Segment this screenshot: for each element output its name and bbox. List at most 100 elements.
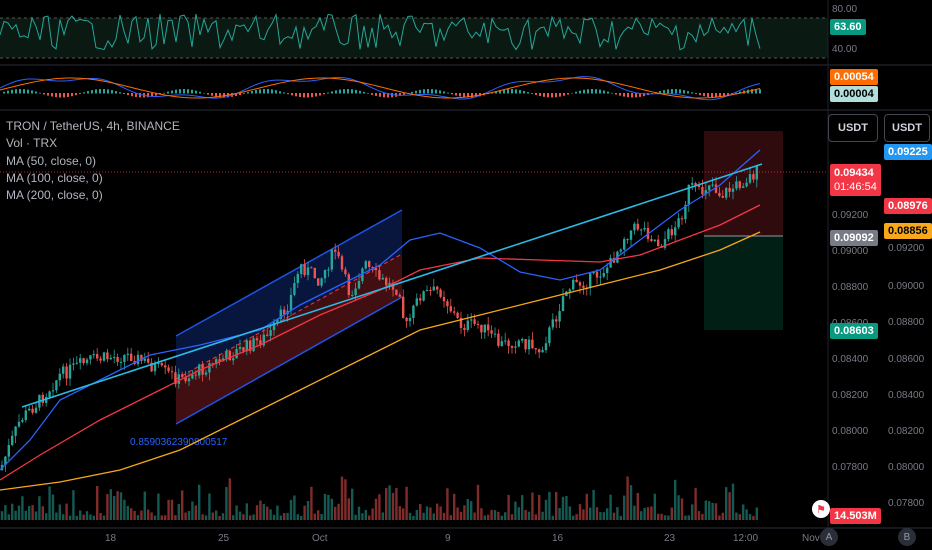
candle-body [504,340,507,342]
macd-hist-bar [339,89,341,94]
channel-bottom-line[interactable] [175,296,403,425]
volume-bar [432,513,435,520]
volume-bar [555,491,558,520]
position-reward-zone[interactable] [704,236,783,330]
macd-hist-bar [379,93,381,97]
time-axis-tick: 25 [218,533,230,544]
auto-scale-button[interactable]: A [820,528,838,546]
macd-hist-bar [147,93,149,98]
candle-body [303,264,306,276]
macd-hist-bar [139,93,141,98]
candle-body [28,408,31,411]
candle-body [82,358,85,364]
macd-hist-bar [95,89,97,94]
macd-hist-bar [559,93,561,97]
macd-hist-bar [451,93,453,95]
volume-bar [364,509,367,520]
candle-body [102,352,106,361]
macd-hist-bar [523,90,525,94]
macd-hist-bar [211,93,213,96]
trendline[interactable] [21,163,763,408]
candle-body [368,261,371,267]
macd-hist-bar [363,91,365,94]
candle-body [306,267,310,276]
volume-bar [147,509,150,520]
candle-body [463,327,466,330]
candle-body [347,274,350,296]
candle-body [572,279,575,290]
volume-bar [55,512,58,520]
right-axis-tick: 0.07800 [888,498,925,509]
candle-body [595,271,599,278]
channel-top-line[interactable] [175,209,403,337]
candle-body [691,183,694,185]
macd-hist-bar [635,93,637,98]
candle-body [92,354,95,356]
log-scale-button[interactable]: B [898,528,916,546]
volume-bar [616,507,619,520]
candle-body [184,376,187,382]
volume-bar [619,515,622,520]
volume-bar [0,511,4,520]
volume-bar [191,501,194,520]
macd-hist-bar [759,89,761,94]
ma100-legend[interactable]: MA (100, close, 0) [6,171,103,185]
candle-body [480,324,483,333]
macd-hist-bar [603,90,605,94]
candle-body [555,319,558,322]
volume-bar [327,494,330,520]
volume-bar [439,506,442,520]
volume-bar [317,510,320,520]
ma200-legend[interactable]: MA (200, close, 0) [6,188,103,202]
time-axis-tick: 18 [105,533,117,544]
candle-body [704,190,707,195]
volume-bar [72,490,75,520]
candle-body [490,330,493,334]
candle-body [68,364,72,379]
candle-body [269,330,272,336]
candle-body [602,273,605,277]
candle-body [738,181,741,188]
ma50-legend[interactable]: MA (50, close, 0) [6,154,97,168]
volume-bar [595,507,599,520]
candle-body [558,311,561,322]
macd-hist-bar [507,89,509,94]
macd-hist-bar [571,92,573,94]
volume-bar [381,512,384,520]
candle-body [453,311,456,313]
currency-button-left[interactable]: USDT [828,114,878,142]
flag-icon[interactable]: ⚑ [812,500,830,518]
volume-bar [153,515,157,520]
candle-body [643,227,646,230]
macd-hist-bar [187,89,189,94]
volume-bar [75,515,78,520]
macd-hist-bar [623,93,625,97]
rsi-top-tick: 80.00 [832,4,858,15]
macd-hist-bar [67,93,69,97]
ma200-line [0,231,761,491]
volume-bar [589,507,592,520]
volume-bar [211,512,214,520]
currency-button-right[interactable]: USDT [884,114,930,142]
symbol-title[interactable]: TRON / TetherUS, 4h, BINANCE [6,119,180,133]
volume-bar [657,513,660,520]
candle-body [99,358,102,361]
candle-body [153,364,157,372]
macd-hist-bar [63,93,65,98]
volume-bar [361,513,364,520]
volume-bar [21,496,24,520]
candle-body [147,358,150,363]
macd-hist-bar [219,93,221,98]
volume-bar [334,506,337,520]
candle-body [177,374,180,384]
candle-body [143,358,146,361]
volume-bar [34,511,38,520]
volume-bar [385,488,388,520]
right-axis-tick: 0.08800 [888,317,925,328]
volume-bar [123,499,126,520]
volume-legend[interactable]: Vol · TRX [6,136,58,150]
candle-body [694,183,697,186]
volume-bar [184,512,187,520]
candle-body [272,322,276,331]
